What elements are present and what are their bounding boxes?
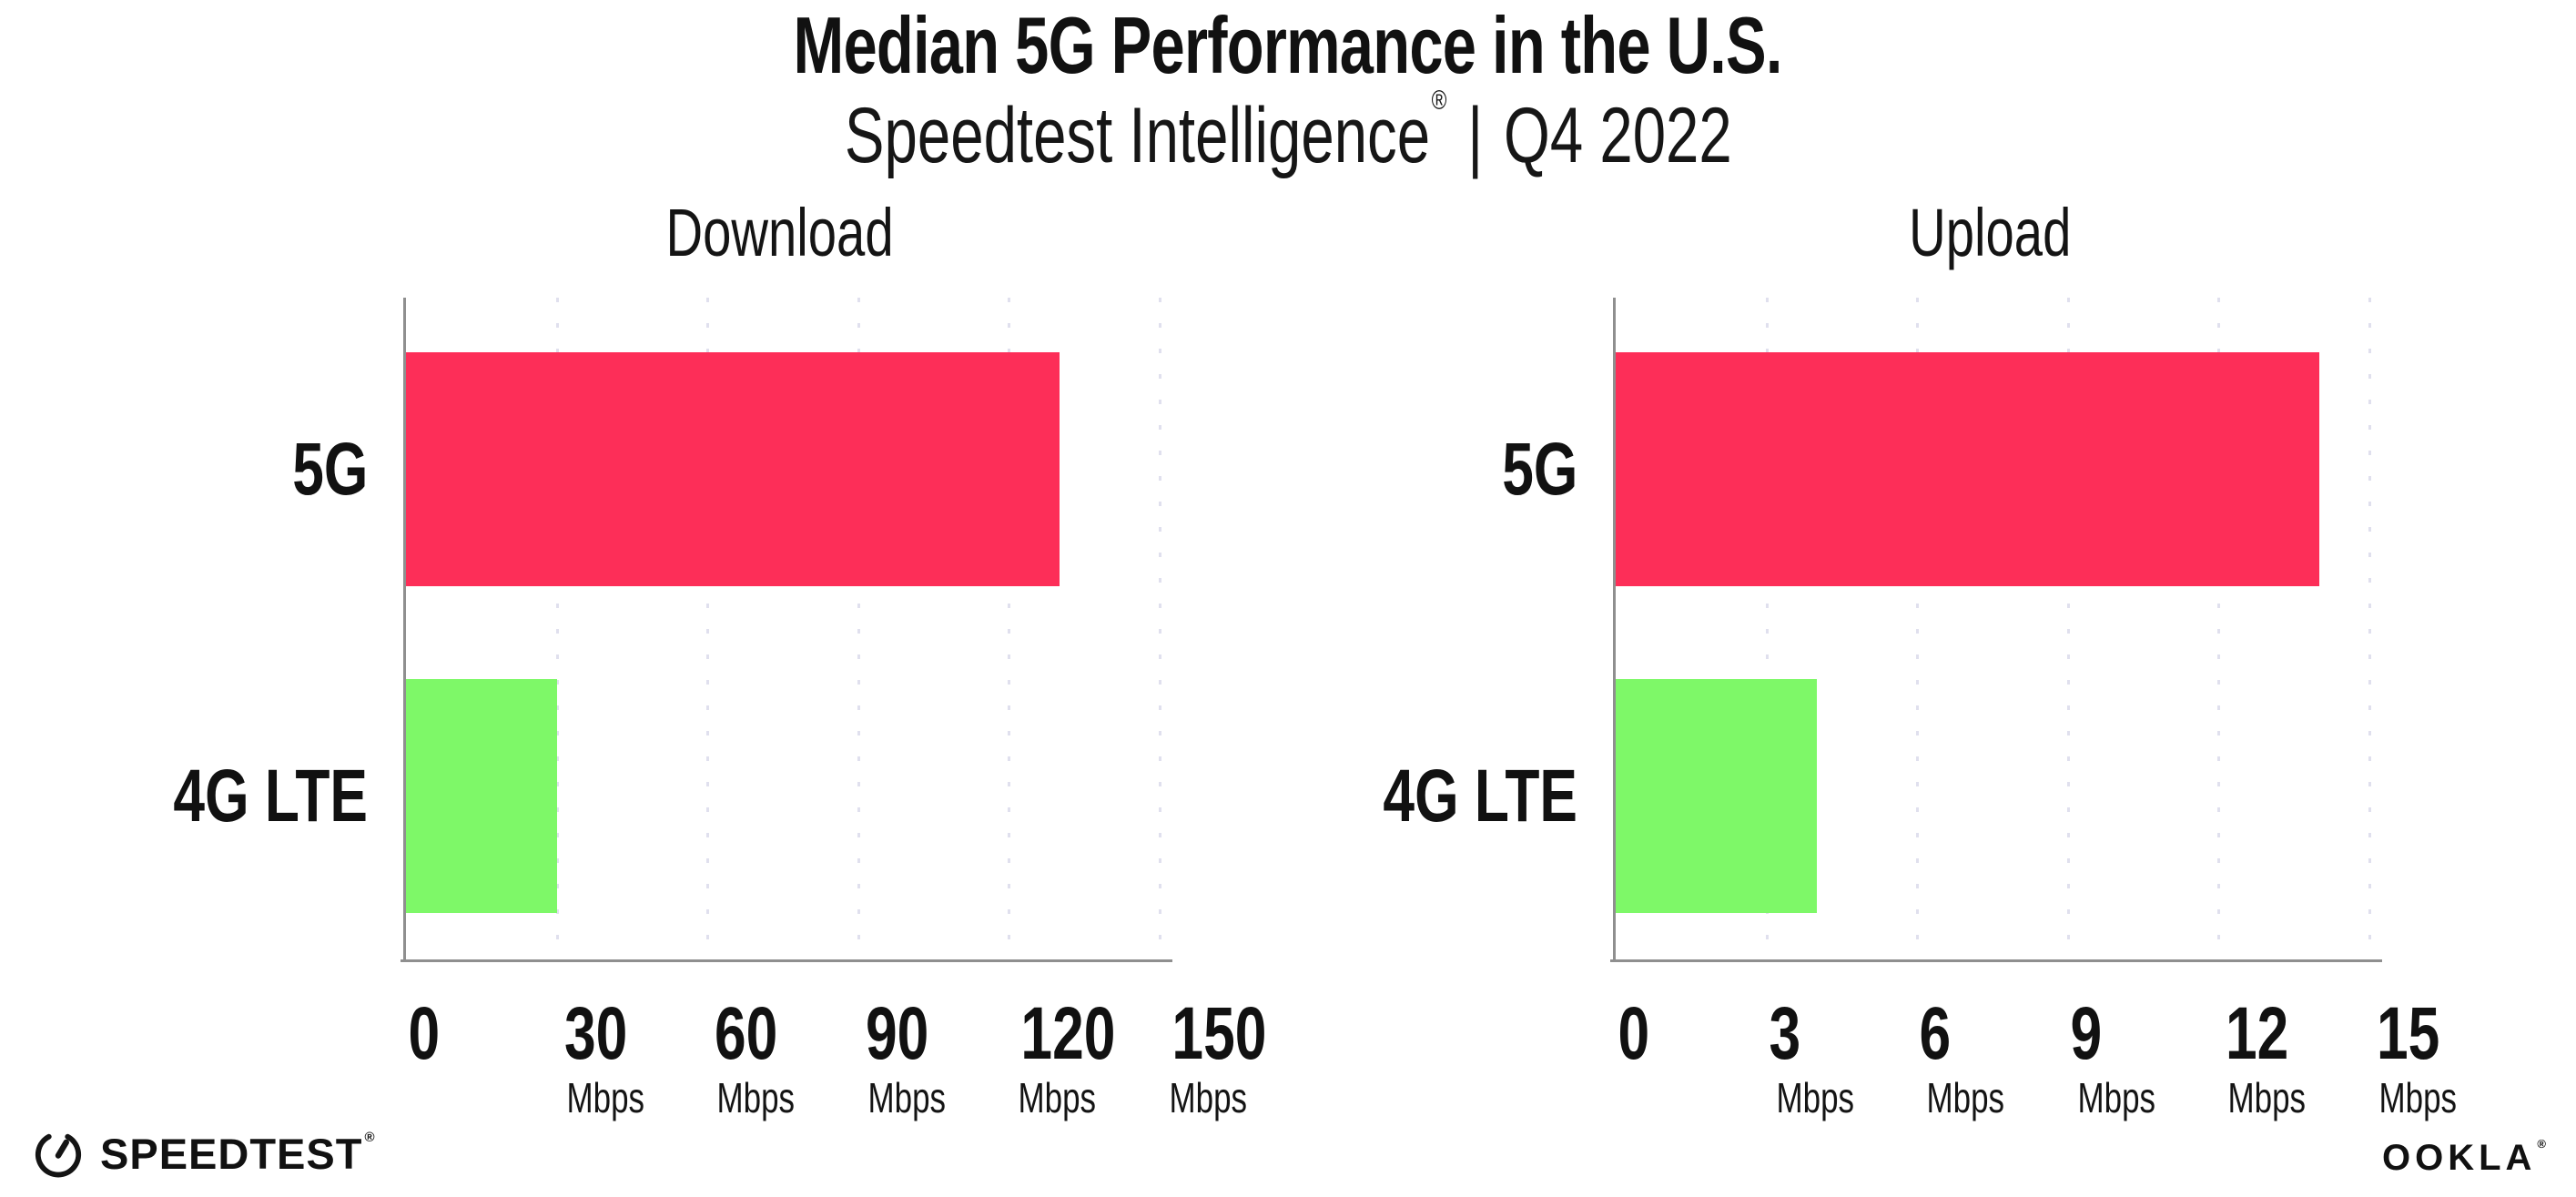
category-label-5g: 5G <box>1288 352 1577 586</box>
gridline-150 <box>1159 298 1161 959</box>
upload-chart-title-text: Upload <box>1908 195 2072 270</box>
gridline-30 <box>555 298 559 959</box>
gridline-6 <box>1916 298 1920 959</box>
page-title-text: Median 5G Performance in the U.S. <box>793 0 1783 90</box>
gridline-120 <box>1008 298 1011 959</box>
speedtest-wordmark-text: SPEEDTEST <box>100 1129 363 1178</box>
category-label-text: 4G LTE <box>173 754 368 837</box>
download-plot-area: 5G 4G LTE <box>173 298 1161 959</box>
ookla-registered-mark: ® <box>2537 1137 2551 1151</box>
gridline-12 <box>2217 298 2221 959</box>
gridline-3 <box>1765 298 1769 959</box>
download-x-axis-line <box>401 959 1172 962</box>
bar-5g <box>1616 352 2319 586</box>
category-label-4g-lte: 4G LTE <box>1288 679 1577 913</box>
subtitle-divider: | <box>1466 92 1483 179</box>
bar-4g-lte <box>1616 679 1817 913</box>
download-chart-title-text: Download <box>665 195 895 270</box>
upload-chart-title: Upload <box>1613 199 2367 267</box>
bar-5g <box>406 352 1060 586</box>
registered-mark: ® <box>1431 86 1447 116</box>
upload-plot-area: 5G 4G LTE <box>1383 298 2371 959</box>
speedtest-wordmark: SPEEDTEST ® <box>100 1131 376 1175</box>
gridline-90 <box>857 298 860 959</box>
speedtest-logo: SPEEDTEST ® <box>33 1127 376 1178</box>
upload-x-axis-line <box>1610 959 2382 962</box>
ookla-wordmark-text: OOKLA <box>2381 1138 2537 1178</box>
speedtest-registered-mark: ® <box>364 1129 376 1145</box>
category-label-text: 5G <box>291 427 368 511</box>
ookla-logo: OOKLA® <box>2382 1138 2551 1176</box>
bar-4g-lte <box>406 679 557 913</box>
category-label-4g-lte: 4G LTE <box>78 679 368 913</box>
download-chart-title: Download <box>403 199 1157 267</box>
page-subtitle-text: Speedtest Intelligence® | Q4 2022 <box>845 86 1732 176</box>
category-label-text: 5G <box>1501 427 1577 511</box>
upload-chart: Upload 5G 4G LTE 0 3 Mbps 6 Mbps 9 Mbps 12 Mbps 15… <box>1383 199 2457 1120</box>
page-title: Median 5G Performance in the U.S. <box>0 5 2576 86</box>
subtitle-period: Q4 2022 <box>1503 92 1732 179</box>
download-chart: Download 5G 4G LTE 0 30 Mbps 60 Mbps 90 Mbps 120… <box>173 199 1266 1120</box>
gridline-15 <box>2368 298 2371 959</box>
category-label-text: 4G LTE <box>1383 754 1577 837</box>
subtitle-brand: Speedtest Intelligence <box>844 92 1430 179</box>
category-label-5g: 5G <box>78 352 368 586</box>
page-subtitle: Speedtest Intelligence® | Q4 2022 <box>0 86 2576 176</box>
speedtest-gauge-icon <box>35 1133 82 1178</box>
gridline-60 <box>706 298 710 959</box>
gridline-9 <box>2066 298 2070 959</box>
